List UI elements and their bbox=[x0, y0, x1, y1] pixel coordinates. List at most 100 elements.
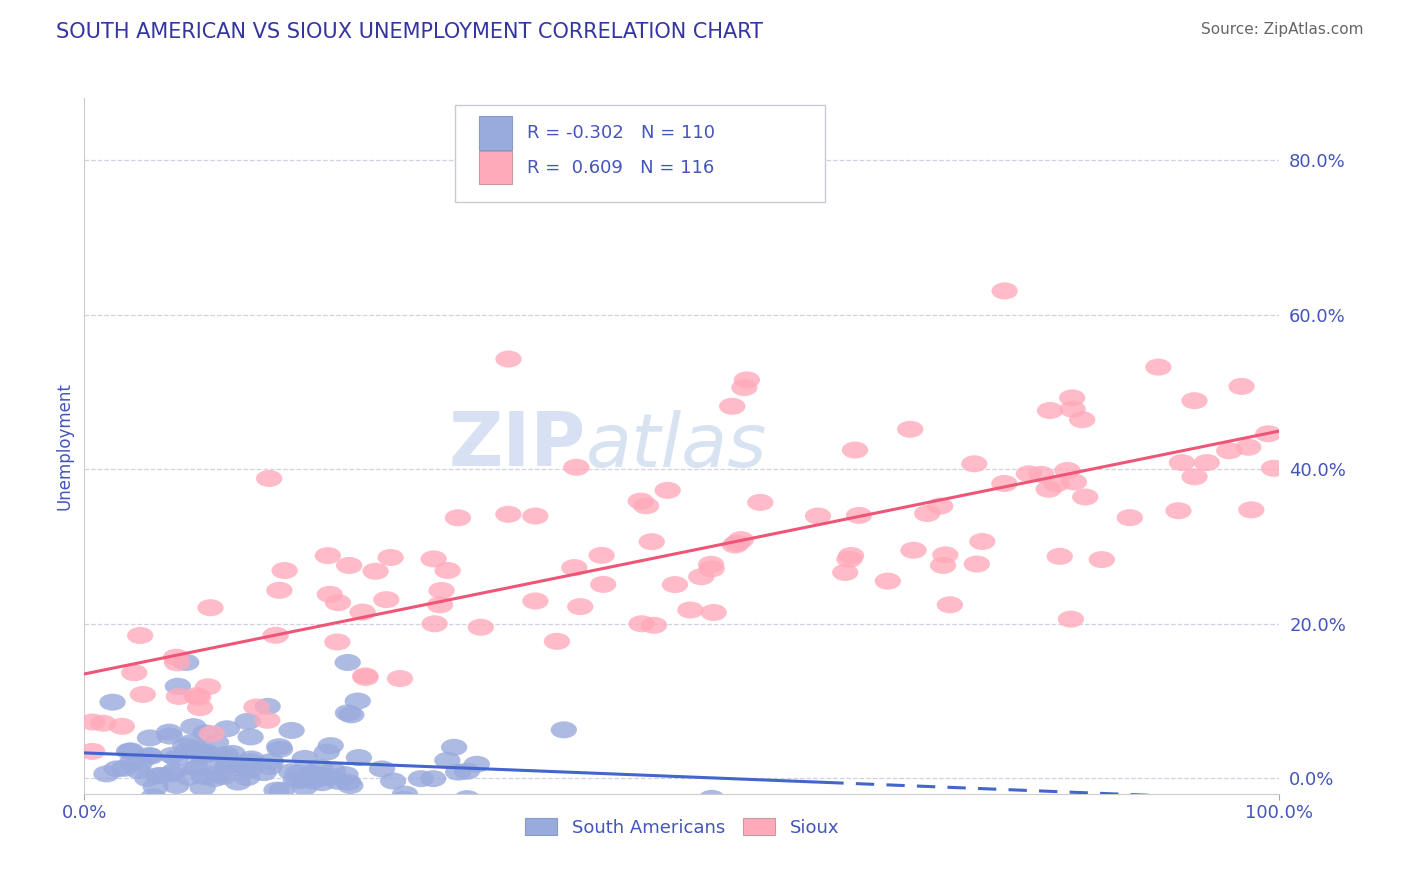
Ellipse shape bbox=[1069, 411, 1095, 428]
Ellipse shape bbox=[454, 763, 479, 780]
Ellipse shape bbox=[188, 747, 215, 764]
Ellipse shape bbox=[927, 498, 953, 515]
Ellipse shape bbox=[335, 654, 361, 671]
Ellipse shape bbox=[202, 734, 229, 751]
Ellipse shape bbox=[1239, 501, 1264, 518]
Ellipse shape bbox=[551, 722, 576, 739]
Ellipse shape bbox=[1035, 481, 1062, 498]
Ellipse shape bbox=[427, 597, 453, 614]
Ellipse shape bbox=[315, 547, 342, 564]
Ellipse shape bbox=[104, 760, 129, 778]
Text: R = -0.302   N = 110: R = -0.302 N = 110 bbox=[527, 124, 714, 142]
Ellipse shape bbox=[337, 777, 364, 794]
Ellipse shape bbox=[1256, 425, 1281, 442]
Ellipse shape bbox=[233, 759, 259, 776]
Legend: South Americans, Sioux: South Americans, Sioux bbox=[517, 811, 846, 844]
Ellipse shape bbox=[136, 747, 163, 764]
Ellipse shape bbox=[380, 772, 406, 789]
Ellipse shape bbox=[311, 769, 336, 786]
Ellipse shape bbox=[335, 773, 361, 790]
Ellipse shape bbox=[190, 780, 217, 797]
Ellipse shape bbox=[159, 765, 186, 782]
Ellipse shape bbox=[180, 718, 207, 735]
Ellipse shape bbox=[662, 576, 688, 593]
Ellipse shape bbox=[420, 770, 446, 787]
Ellipse shape bbox=[309, 774, 335, 791]
Ellipse shape bbox=[278, 764, 304, 780]
Ellipse shape bbox=[464, 756, 489, 772]
Ellipse shape bbox=[136, 730, 163, 747]
Ellipse shape bbox=[198, 725, 225, 742]
Ellipse shape bbox=[688, 568, 714, 585]
Text: Source: ZipAtlas.com: Source: ZipAtlas.com bbox=[1201, 22, 1364, 37]
Ellipse shape bbox=[734, 371, 761, 388]
Ellipse shape bbox=[1028, 466, 1054, 483]
Ellipse shape bbox=[256, 470, 283, 487]
Ellipse shape bbox=[301, 764, 326, 781]
Ellipse shape bbox=[914, 505, 941, 522]
Ellipse shape bbox=[316, 586, 343, 603]
Ellipse shape bbox=[1181, 468, 1208, 485]
Ellipse shape bbox=[184, 760, 211, 777]
Ellipse shape bbox=[444, 509, 471, 526]
Ellipse shape bbox=[166, 688, 193, 705]
Ellipse shape bbox=[1166, 502, 1191, 519]
Ellipse shape bbox=[747, 494, 773, 511]
Ellipse shape bbox=[655, 482, 681, 499]
Ellipse shape bbox=[391, 791, 418, 808]
Ellipse shape bbox=[194, 745, 219, 762]
Ellipse shape bbox=[163, 777, 190, 794]
Ellipse shape bbox=[897, 421, 924, 438]
Ellipse shape bbox=[212, 746, 239, 763]
Ellipse shape bbox=[236, 762, 262, 779]
Ellipse shape bbox=[183, 759, 209, 776]
Ellipse shape bbox=[238, 729, 264, 746]
Ellipse shape bbox=[145, 767, 172, 784]
Ellipse shape bbox=[1073, 489, 1098, 506]
Ellipse shape bbox=[633, 498, 659, 515]
Ellipse shape bbox=[1216, 442, 1243, 459]
Ellipse shape bbox=[332, 766, 359, 783]
Ellipse shape bbox=[193, 724, 218, 741]
Ellipse shape bbox=[641, 616, 668, 634]
Ellipse shape bbox=[638, 533, 665, 550]
Ellipse shape bbox=[368, 761, 395, 778]
Ellipse shape bbox=[963, 556, 990, 573]
Ellipse shape bbox=[121, 665, 148, 681]
Ellipse shape bbox=[238, 750, 264, 767]
Ellipse shape bbox=[108, 718, 135, 735]
Ellipse shape bbox=[165, 655, 190, 672]
Ellipse shape bbox=[1060, 401, 1085, 417]
Ellipse shape bbox=[346, 749, 373, 766]
Ellipse shape bbox=[266, 582, 292, 599]
Ellipse shape bbox=[284, 764, 311, 781]
Ellipse shape bbox=[429, 582, 454, 599]
Ellipse shape bbox=[936, 596, 963, 614]
Ellipse shape bbox=[1144, 359, 1171, 376]
Ellipse shape bbox=[567, 599, 593, 615]
Ellipse shape bbox=[699, 560, 724, 577]
Ellipse shape bbox=[842, 442, 868, 458]
Ellipse shape bbox=[127, 755, 153, 772]
Ellipse shape bbox=[325, 772, 352, 790]
Ellipse shape bbox=[283, 772, 309, 789]
Ellipse shape bbox=[243, 698, 270, 715]
Ellipse shape bbox=[335, 705, 361, 722]
Ellipse shape bbox=[522, 508, 548, 524]
Ellipse shape bbox=[721, 536, 748, 554]
Ellipse shape bbox=[837, 550, 862, 567]
Ellipse shape bbox=[731, 379, 758, 396]
Ellipse shape bbox=[1229, 378, 1254, 395]
Ellipse shape bbox=[233, 769, 260, 786]
Ellipse shape bbox=[195, 746, 222, 763]
Ellipse shape bbox=[183, 687, 209, 704]
Text: atlas: atlas bbox=[586, 410, 768, 482]
Ellipse shape bbox=[1116, 509, 1143, 526]
Ellipse shape bbox=[115, 743, 142, 760]
Ellipse shape bbox=[678, 601, 703, 618]
Ellipse shape bbox=[208, 756, 235, 772]
Ellipse shape bbox=[186, 689, 211, 706]
Ellipse shape bbox=[392, 786, 418, 803]
Ellipse shape bbox=[991, 475, 1018, 492]
Ellipse shape bbox=[929, 557, 956, 574]
